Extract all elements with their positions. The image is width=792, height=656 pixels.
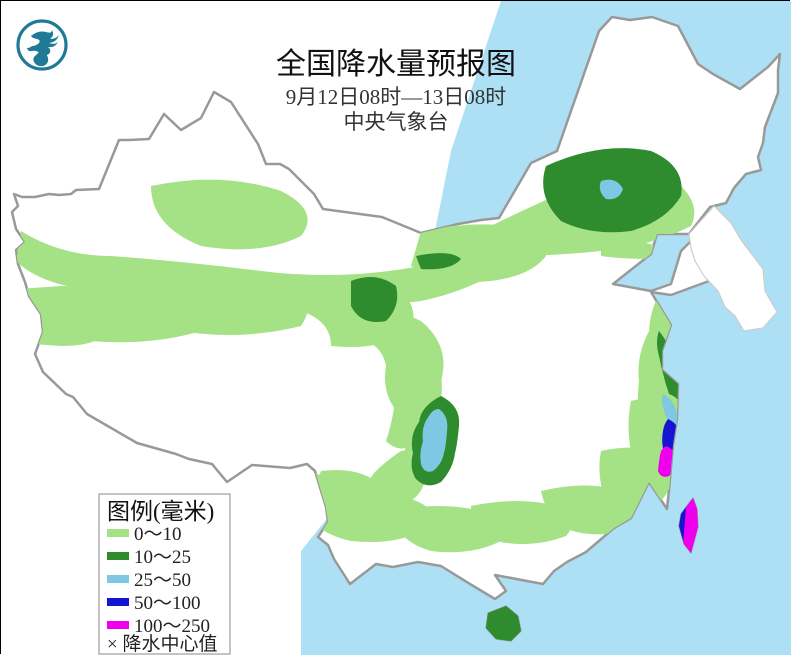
svg-text:9月12日08时—13日08时: 9月12日08时—13日08时 bbox=[286, 85, 507, 109]
svg-text:10～25: 10～25 bbox=[134, 547, 191, 568]
svg-text:25～50: 25～50 bbox=[134, 570, 191, 591]
svg-text:图例(毫米): 图例(毫米) bbox=[107, 499, 214, 524]
svg-text:0～10: 0～10 bbox=[134, 524, 182, 545]
svg-text:× 降水中心值: × 降水中心值 bbox=[107, 633, 217, 655]
svg-text:50～100: 50～100 bbox=[134, 593, 201, 614]
svg-text:中央气象台: 中央气象台 bbox=[344, 110, 449, 134]
svg-text:全国降水量预报图: 全国降水量预报图 bbox=[276, 48, 516, 81]
